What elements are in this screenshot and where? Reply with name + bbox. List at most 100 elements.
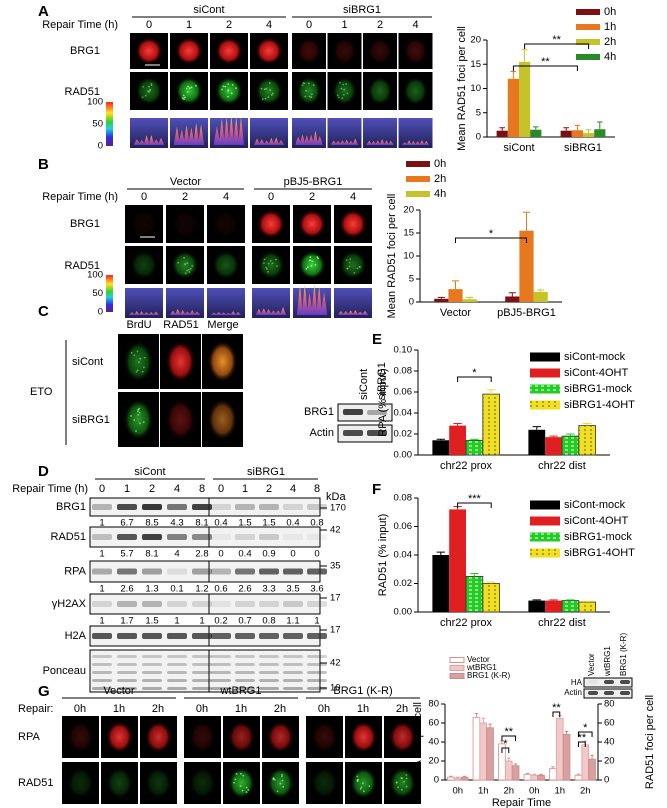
- legend-swatch: [530, 532, 560, 542]
- lane-label: siBRG1: [376, 362, 388, 400]
- blot-band: [142, 534, 162, 540]
- group-label: siCont: [134, 466, 165, 478]
- quant-label: 1: [99, 549, 104, 560]
- focus: [135, 370, 138, 373]
- quant-label: 0.8: [310, 518, 323, 529]
- x-tick-label: 2h: [503, 786, 514, 797]
- legend-label: 4h: [604, 51, 616, 63]
- focus: [359, 787, 362, 790]
- focus: [177, 261, 180, 264]
- blot-frame: [337, 424, 393, 443]
- blot-band: [588, 691, 598, 695]
- blot-band: [343, 409, 363, 415]
- y-axis-label: Mean RAD51 foci per cell: [386, 194, 398, 319]
- significance-bracket: [455, 237, 527, 243]
- blot-band: [167, 679, 187, 682]
- focus: [356, 778, 359, 781]
- surface-peaks: [401, 140, 430, 145]
- row-label: RPA: [18, 731, 40, 743]
- repair-label: Repair:: [18, 703, 53, 715]
- time-header: Repair Time (h): [42, 191, 118, 203]
- blot-band: [92, 671, 112, 674]
- legend-swatch: [576, 9, 600, 15]
- blot-band: [604, 691, 614, 695]
- quant-label: 2.6: [238, 584, 251, 595]
- quant-label: 1.5: [238, 518, 251, 529]
- y-tick-label: 20: [428, 756, 439, 767]
- y-tick-label: 0.00: [394, 607, 413, 618]
- blot-band: [192, 687, 212, 690]
- blot-band: [283, 633, 303, 639]
- nucleus: [332, 76, 357, 106]
- x-tick-label: 0h: [452, 786, 463, 797]
- quant-label: 1: [99, 584, 104, 595]
- nucleus: [189, 767, 216, 799]
- error-bar: [551, 766, 555, 769]
- x-tick-label: siCont: [503, 142, 534, 154]
- error-bar: [537, 289, 545, 292]
- blot-frame: [337, 403, 393, 422]
- bar: [434, 298, 449, 302]
- row-label: BRG1: [70, 45, 100, 57]
- kda-label: 42: [330, 658, 341, 669]
- y-tick-label: 60: [428, 718, 439, 729]
- blot-band: [117, 655, 137, 658]
- y2-tick-label: 20: [604, 756, 615, 767]
- focus: [142, 421, 145, 424]
- focus: [182, 94, 185, 97]
- blot-band: [235, 671, 255, 674]
- focus: [356, 267, 359, 270]
- legend-swatch: [406, 176, 430, 182]
- time-label: 8: [199, 483, 205, 495]
- focus: [267, 262, 270, 265]
- focus: [190, 86, 193, 89]
- kda-label: 42: [330, 525, 341, 536]
- error-bar: [521, 49, 528, 62]
- blot-band: [167, 568, 187, 575]
- focus: [305, 89, 307, 92]
- blot-band: [307, 568, 327, 575]
- colorbar-label: 50: [92, 119, 103, 130]
- column-label: Merge: [207, 319, 238, 331]
- focus: [345, 83, 348, 85]
- focus: [308, 95, 311, 98]
- quant-label: 1: [174, 616, 179, 627]
- focus: [141, 96, 144, 99]
- nucleus: [228, 721, 255, 753]
- legend-swatch: [576, 54, 600, 60]
- legend-label: wtBRG1: [466, 663, 497, 672]
- quant-label: 2.8: [195, 549, 208, 560]
- row-label: γH2AX: [52, 598, 87, 610]
- blot-band: [211, 568, 231, 575]
- focus: [356, 775, 359, 778]
- row-label: BRG1: [70, 218, 100, 230]
- blot-band: [235, 679, 255, 682]
- bar: [594, 129, 606, 137]
- focus: [235, 87, 237, 89]
- blot-band: [283, 534, 303, 540]
- focus: [310, 96, 313, 99]
- focus: [363, 790, 365, 793]
- blot-band: [92, 663, 112, 666]
- focus: [186, 262, 189, 265]
- lane-label: wtBRG1: [603, 646, 612, 677]
- blot-band: [192, 633, 212, 639]
- focus: [187, 85, 190, 88]
- bar: [472, 716, 481, 781]
- y-tick-label: 80: [428, 699, 439, 710]
- focus: [141, 370, 144, 373]
- bar: [460, 776, 469, 781]
- bar: [528, 600, 546, 612]
- focus: [247, 789, 250, 791]
- time-label: 1h: [357, 703, 369, 715]
- bar: [432, 555, 450, 612]
- quant-label: 0: [314, 549, 319, 560]
- blot-band: [211, 687, 231, 690]
- bar: [504, 760, 513, 781]
- legend-swatch: [406, 191, 430, 197]
- legend-label: 0h: [604, 6, 616, 18]
- y-tick-label: 0: [434, 775, 439, 786]
- focus: [263, 88, 266, 91]
- legend-label: BRG1 (K-R): [467, 671, 510, 680]
